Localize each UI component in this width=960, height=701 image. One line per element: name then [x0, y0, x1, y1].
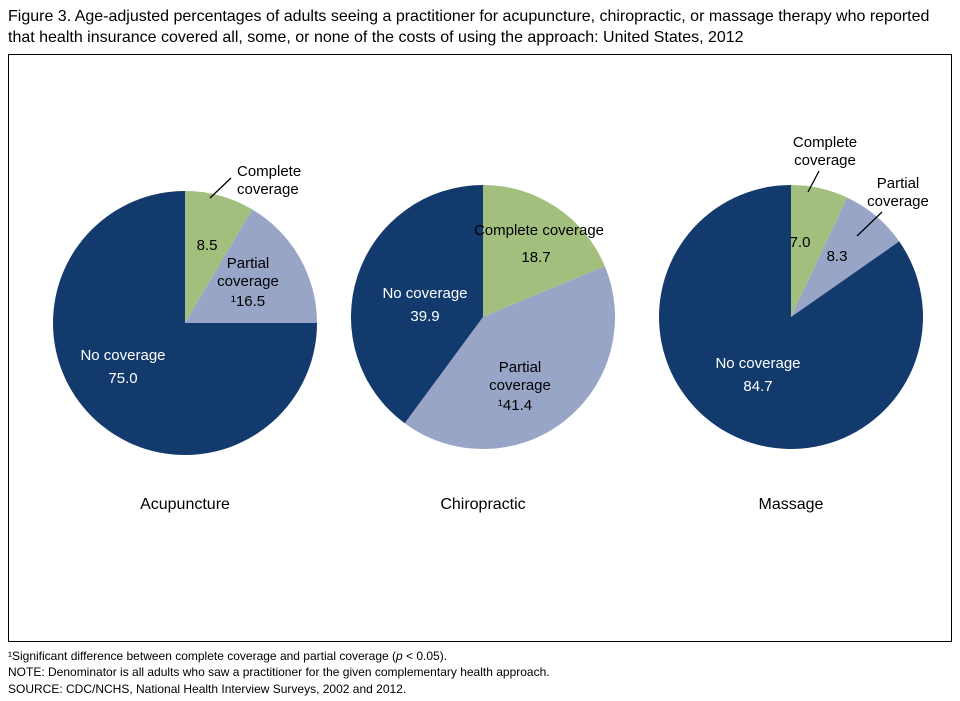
- acupuncture-complete-value: 8.5: [197, 237, 218, 254]
- massage-none-label: No coverage: [715, 355, 800, 372]
- footnotes: ¹Significant difference between complete…: [0, 642, 960, 698]
- acupuncture-complete-leader-line: [209, 177, 232, 199]
- chiropractic-partial-label-line1: Partial: [499, 359, 542, 376]
- pie-acupuncture-slice-complete: [185, 190, 253, 323]
- massage-none-value: 84.7: [743, 378, 772, 395]
- massage-complete-value: 7.0: [790, 234, 811, 251]
- pie-acupuncture-slice-none: [53, 190, 317, 455]
- acupuncture-complete-label-line1: Complete: [237, 163, 301, 180]
- chiropractic-complete-label: Complete coverage: [474, 222, 604, 239]
- pie-chiropractic-slice-none: [350, 184, 483, 423]
- footnote-significance-tail: < 0.05).: [402, 648, 448, 663]
- pie-title-acupuncture: Acupuncture: [140, 496, 230, 513]
- massage-partial-leader-line: [856, 211, 883, 237]
- massage-partial-label-line2: coverage: [867, 193, 929, 210]
- acupuncture-partial-label-line1: Partial: [227, 255, 270, 272]
- massage-complete-leader-line: [807, 170, 820, 192]
- pie-acupuncture-slice-partial: [185, 208, 317, 323]
- pie-charts-svg: Acupuncture Chiropractic Massage 8.5 Partial…: [53, 134, 929, 513]
- massage-complete-label-line2: coverage: [794, 152, 856, 169]
- massage-partial-value: 8.3: [827, 248, 848, 265]
- massage-complete-label-line1: Complete: [793, 134, 857, 151]
- pie-title-massage: Massage: [759, 496, 824, 513]
- chiropractic-none-value: 39.9: [410, 308, 439, 325]
- acupuncture-partial-value: ¹16.5: [231, 293, 265, 310]
- pie-title-chiropractic: Chiropractic: [440, 496, 525, 513]
- pie-massage-slice-none: [658, 184, 923, 449]
- pie-massage-slice-complete: [791, 184, 848, 317]
- massage-partial-label-line1: Partial: [877, 175, 920, 192]
- acupuncture-complete-label-line2: coverage: [237, 181, 299, 198]
- chiropractic-none-label: No coverage: [382, 285, 467, 302]
- pie-chiropractic-slice-partial: [404, 265, 616, 449]
- chart-box: Acupuncture Chiropractic Massage 8.5 Partial…: [8, 53, 952, 642]
- chiropractic-partial-value: ¹41.4: [498, 397, 532, 414]
- acupuncture-none-value: 75.0: [108, 370, 137, 387]
- footnote-source: SOURCE: CDC/NCHS, National Health Interv…: [8, 681, 407, 696]
- chiropractic-complete-value: 18.7: [521, 249, 550, 266]
- acupuncture-partial-label-line2: coverage: [217, 273, 279, 290]
- chiropractic-partial-label-line2: coverage: [489, 377, 551, 394]
- footnote-significance-text: ¹Significant difference between complete…: [8, 648, 397, 663]
- footnote-significance: ¹Significant difference between complete…: [8, 648, 952, 665]
- acupuncture-none-label: No coverage: [80, 347, 165, 364]
- footnote-p-symbol: p: [396, 648, 403, 663]
- pie-massage-slice-partial: [791, 197, 900, 317]
- figure-title: Figure 3. Age-adjusted percentages of ad…: [8, 8, 930, 46]
- pie-chiropractic-slice-complete: [483, 184, 605, 317]
- footnote-note: NOTE: Denominator is all adults who saw …: [8, 665, 550, 680]
